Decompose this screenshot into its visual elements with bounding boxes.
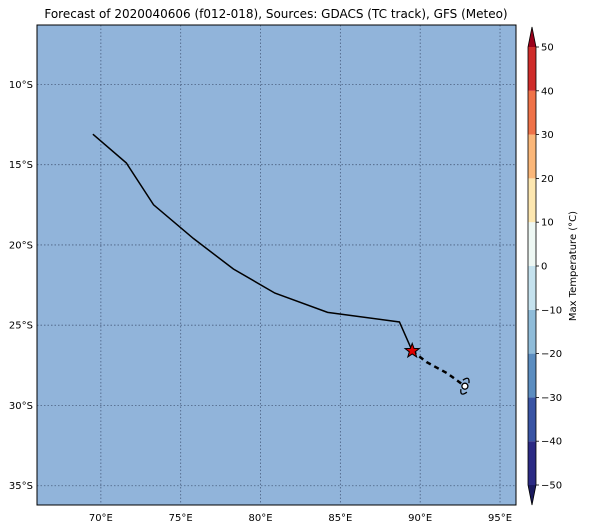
colorbar-segment (528, 266, 536, 310)
colorbar-segment (528, 90, 536, 135)
colorbar-segment (528, 222, 536, 266)
lon-tick-label: 85°E (328, 513, 352, 524)
cyclone-symbol-icon (460, 377, 470, 395)
colorbar-segment (528, 309, 536, 354)
colorbar-segment (528, 353, 536, 398)
lat-tick-label: 20°S (9, 240, 33, 251)
colorbar-tick-label: −50 (541, 481, 562, 492)
lat-tick-label: 30°S (9, 401, 33, 412)
cyclone-track (92, 133, 470, 395)
colorbar-tick-label: 0 (541, 262, 547, 273)
cyclone-center-icon (461, 382, 469, 390)
current-position-star-icon (403, 341, 421, 359)
colorbar: 50 40 30 20 10 0 −10 −20 −30 −40 −50 Max Temperatur… (527, 26, 579, 506)
forecast-track-line (411, 349, 466, 388)
lat-tick-label: 25°S (9, 321, 33, 332)
colorbar-segment (528, 178, 536, 223)
lon-tick-label: 95°E (488, 513, 512, 524)
past-track-line (92, 133, 413, 352)
colorbar-title: Max Temperature (°C) (568, 211, 579, 321)
graticule (37, 25, 516, 505)
lat-tick-label: 35°S (9, 481, 33, 492)
ocean-area (37, 25, 516, 505)
colorbar-segment (528, 397, 536, 442)
colorbar-tick-label: 50 (541, 43, 554, 54)
colorbar-tick-label: −30 (541, 393, 562, 404)
lat-tick-label: 10°S (9, 80, 33, 91)
colorbar-extend-low (528, 485, 536, 505)
map-axis-ticks: 70°E 75°E 80°E 85°E 90°E 95°E 10°S 15°S 20°S 25°S… (9, 80, 512, 524)
lon-tick-label: 70°E (89, 513, 113, 524)
colorbar-tick-label: −20 (541, 349, 562, 360)
map-title: Forecast of 2020040606 (f012-018), Sourc… (44, 7, 508, 21)
map-frame (36, 24, 517, 506)
colorbar-segment (528, 134, 536, 179)
colorbar-tick-label: 20 (541, 174, 554, 185)
lon-tick-label: 75°E (169, 513, 193, 524)
lon-tick-label: 90°E (408, 513, 432, 524)
lat-tick-label: 15°S (9, 160, 33, 171)
colorbar-tick-label: −40 (541, 437, 562, 448)
colorbar-tick-label: 10 (541, 218, 554, 229)
colorbar-extend-high (528, 27, 536, 47)
lon-tick-label: 80°E (249, 513, 273, 524)
colorbar-tick-label: −10 (541, 305, 562, 316)
colorbar-tick-label: 40 (541, 86, 554, 97)
colorbar-tick-label: 30 (541, 130, 554, 141)
colorbar-segment (528, 441, 536, 485)
colorbar-segment (528, 47, 536, 91)
